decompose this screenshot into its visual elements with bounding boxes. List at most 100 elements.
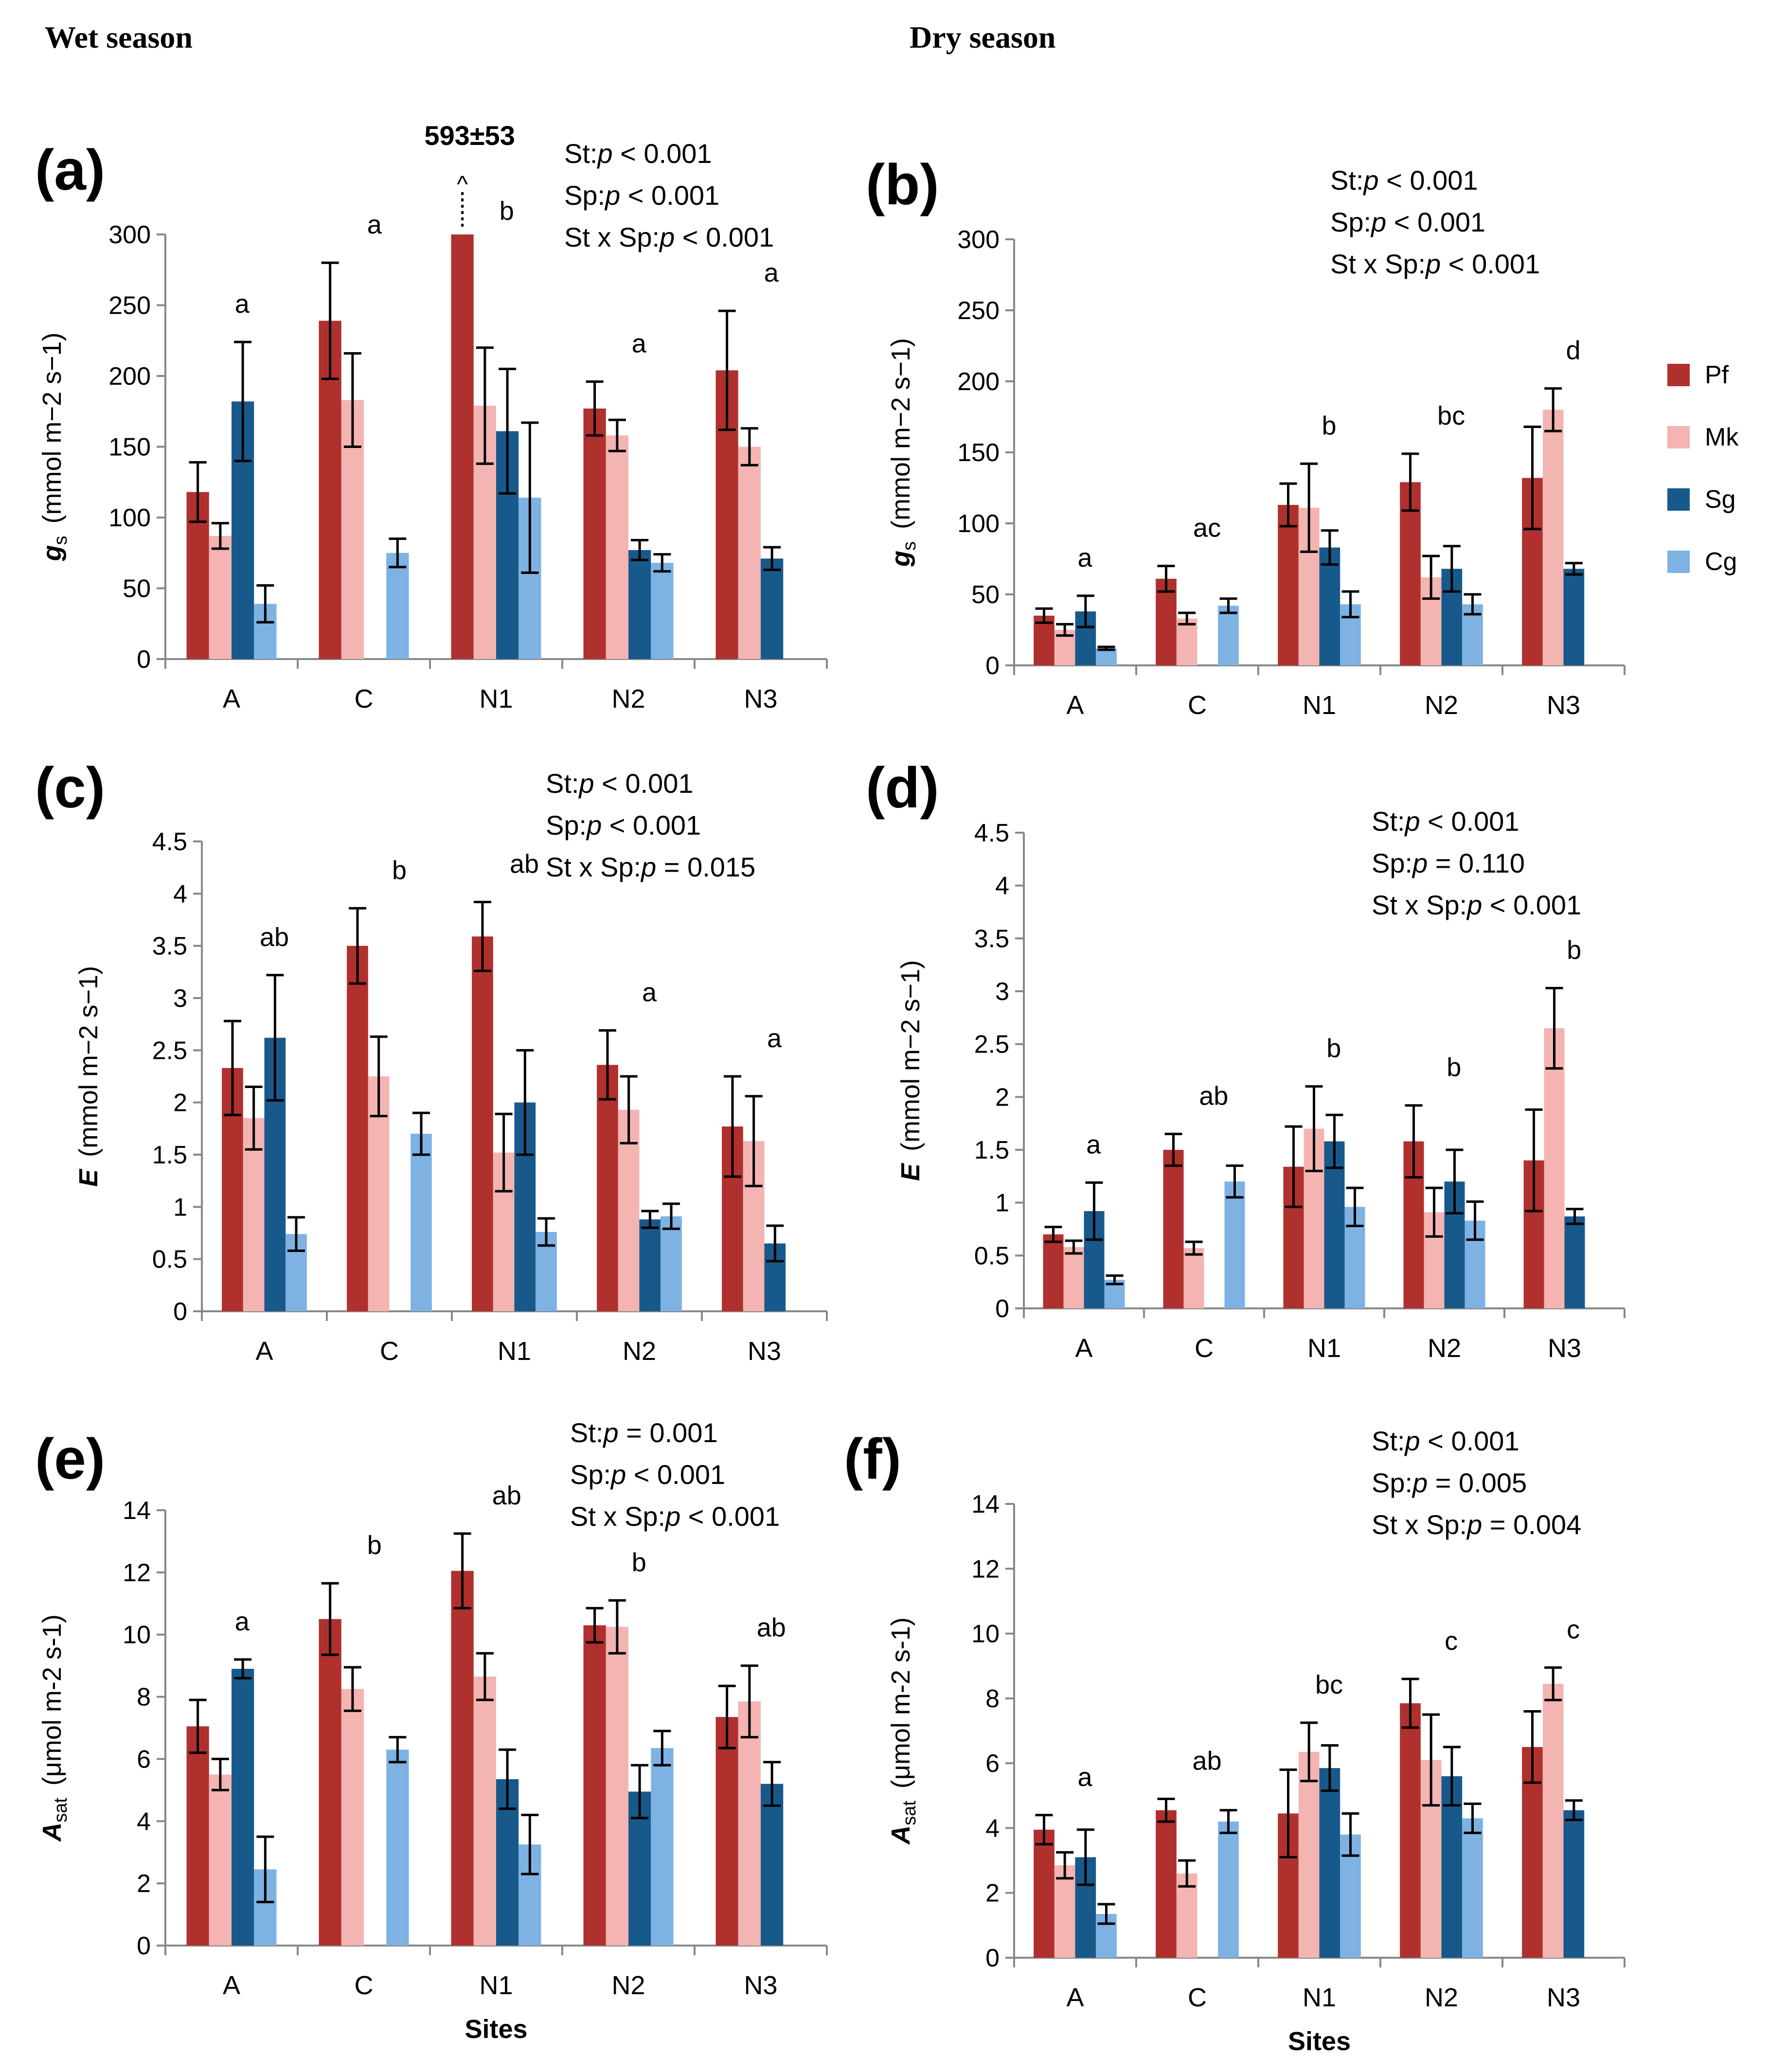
- error-bar: [608, 1599, 626, 1655]
- error-bar: [1346, 1186, 1364, 1227]
- y-tick-label: 200: [108, 362, 151, 391]
- bar-mk-a: [1063, 1247, 1084, 1308]
- error-bar: [1565, 562, 1583, 576]
- stats-term: St:: [570, 1417, 603, 1448]
- y-label-var: A: [886, 1825, 915, 1845]
- significance-letter: ab: [1199, 1081, 1228, 1110]
- error-bar: [1219, 597, 1237, 614]
- bar-sg-n1: [1319, 547, 1340, 665]
- error-bar: [211, 1757, 229, 1791]
- error-bar: [766, 1224, 784, 1263]
- error-bar: [631, 1764, 649, 1820]
- bar-mk-n3: [1544, 1028, 1565, 1308]
- stats-term: St x Sp:: [570, 1501, 665, 1532]
- site-label: A: [255, 1337, 273, 1366]
- x-axis-title: Sites: [1288, 2027, 1351, 2056]
- error-bar: [1422, 1713, 1440, 1807]
- error-bar: [412, 1111, 430, 1156]
- site-label: N2: [1425, 691, 1458, 720]
- panel-label: (a): [35, 138, 105, 202]
- error-bar: [1300, 1721, 1318, 1783]
- y-tick-label: 2: [173, 1089, 187, 1117]
- y-tick-label: 2.5: [152, 1036, 187, 1065]
- bar-cg-c: [1224, 1181, 1245, 1308]
- stats-term: St:: [1372, 1426, 1405, 1456]
- stats-term: St:: [546, 768, 579, 799]
- site-label: N1: [479, 684, 513, 714]
- stats-p: p: [1466, 1509, 1482, 1540]
- bar-sg-n2: [639, 1219, 661, 1311]
- stats-value: = 0.005: [1428, 1467, 1527, 1498]
- error-bar: [476, 346, 494, 465]
- error-bar: [495, 1112, 513, 1193]
- y-tick-label: 0: [985, 1944, 1000, 1972]
- error-bar: [348, 907, 366, 985]
- error-bar: [499, 367, 517, 495]
- stats-term: Sp:: [1372, 1467, 1412, 1498]
- error-bar: [598, 1029, 616, 1101]
- bar-mk-n3: [738, 447, 761, 659]
- error-bar: [1464, 1802, 1482, 1834]
- stats-term: St:: [1372, 806, 1405, 837]
- error-bar: [321, 261, 339, 380]
- error-bar: [1065, 1239, 1083, 1255]
- legend: Pf Mk Sg Cg: [1667, 361, 1739, 576]
- error-bar: [537, 1217, 555, 1247]
- bar-mk-c: [1176, 618, 1197, 665]
- site-label: C: [1188, 691, 1207, 720]
- y-label-unit: (mmol m−2 s−1): [886, 338, 915, 536]
- stats-value: = 0.110: [1428, 848, 1525, 878]
- error-bar: [256, 584, 274, 624]
- bar-sg-n2: [628, 550, 651, 659]
- stats-term: St x Sp:: [1372, 890, 1467, 920]
- y-axis-label: gs (mmol m−2 s−1): [886, 338, 920, 567]
- stats-value: < 0.001: [602, 810, 701, 840]
- y-axis-label: Asat (μmol m-2 s-1): [37, 1614, 71, 1842]
- site-label: C: [355, 1971, 374, 2000]
- significance-letter: ac: [1193, 514, 1221, 543]
- error-bar: [586, 380, 604, 437]
- stats-line: St:p < 0.001: [546, 768, 694, 799]
- stats-p: p: [1412, 1467, 1428, 1498]
- y-tick-label: 4: [173, 880, 187, 908]
- bar-mk-c: [341, 1689, 364, 1946]
- stats-line: St:p < 0.001: [1330, 165, 1478, 196]
- error-bar: [1464, 593, 1482, 616]
- significance-letter: a: [1078, 543, 1093, 572]
- significance-letter: a: [235, 1607, 250, 1636]
- significance-letter: ab: [492, 1481, 521, 1510]
- error-bar: [1035, 607, 1053, 624]
- error-bar: [287, 1216, 305, 1252]
- error-bar: [521, 1814, 539, 1876]
- error-bar: [1164, 1132, 1182, 1167]
- site-label: N3: [744, 1971, 777, 2000]
- bar-cg-n2: [651, 563, 674, 659]
- y-tick-label: 2.5: [974, 1031, 1009, 1059]
- error-bar: [740, 1664, 758, 1739]
- error-bar: [370, 1035, 388, 1118]
- error-bar: [745, 1095, 763, 1187]
- y-label-unit: (μmol m-2 s-1): [37, 1614, 67, 1793]
- stats-p: p: [1404, 1426, 1420, 1456]
- bar-pf-a: [1034, 1829, 1054, 1958]
- y-label-var: g: [37, 545, 67, 562]
- site-label: C: [1195, 1334, 1214, 1363]
- bar-pf-c: [1163, 1150, 1184, 1308]
- y-label-sub: s: [51, 536, 71, 545]
- stats-p: p: [1362, 165, 1378, 196]
- y-axis-label: E (mmol m−2 s−1): [896, 960, 925, 1181]
- y-tick-label: 8: [137, 1683, 151, 1712]
- stats-line: St:p < 0.001: [1372, 806, 1519, 837]
- y-tick-label: 0.5: [152, 1246, 187, 1274]
- stats-value: < 0.001: [680, 1501, 780, 1532]
- y-label-unit: (mmol m−2 s−1): [896, 960, 925, 1159]
- stats-line: St:p = 0.001: [570, 1417, 718, 1448]
- panel-label: (f): [844, 1427, 901, 1491]
- error-bar: [1466, 1200, 1484, 1241]
- error-bar: [473, 901, 491, 972]
- bar-cg-c: [386, 1750, 409, 1946]
- wet-season-title: Wet season: [45, 20, 193, 54]
- y-tick-label: 200: [957, 368, 1000, 396]
- site-label: A: [1066, 1983, 1084, 2012]
- significance-letter: bc: [1315, 1670, 1343, 1699]
